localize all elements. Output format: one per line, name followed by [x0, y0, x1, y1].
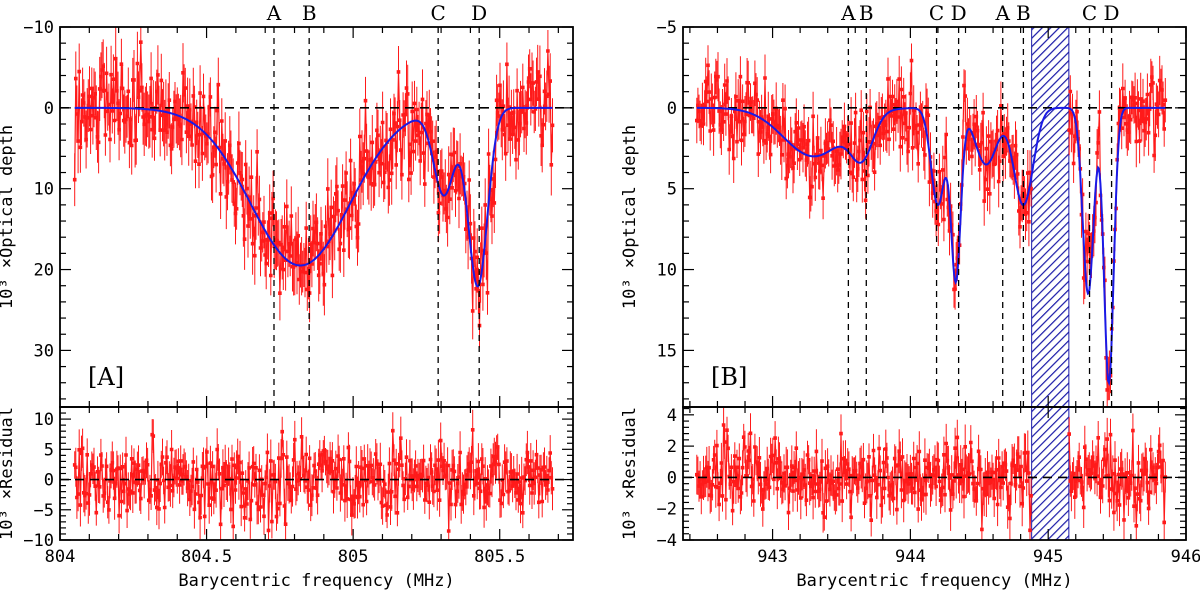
y-tick-label: −5 [657, 18, 677, 38]
y-axis-label-residual: 10³ ×Residual [0, 407, 17, 540]
y-tick-label: −10 [23, 18, 54, 38]
component-label-d: D [951, 1, 967, 25]
masked-region-residual [1031, 406, 1070, 541]
x-tick-label: 944 [895, 547, 926, 567]
component-label-c: C [1082, 1, 1097, 25]
x-axis-label: Barycentric frequency (MHz) [178, 571, 454, 591]
y-tick-label: 30 [34, 341, 54, 361]
masked-region-main [1031, 26, 1070, 408]
component-label-a: A [994, 1, 1010, 25]
residual-points [72, 428, 555, 533]
spectrum-errorbars [74, 27, 553, 348]
component-label-a: A [266, 1, 282, 25]
panel-tag: [B] [711, 363, 747, 391]
spectrum-data [695, 43, 1168, 407]
component-label-c: C [929, 1, 944, 25]
residual-data [72, 409, 555, 540]
y-tick-label: 20 [34, 261, 54, 281]
component-label-c: C [430, 1, 445, 25]
residual-plot-frame [682, 406, 1187, 541]
panel-tag: [A] [88, 363, 124, 391]
model-fit-curve [74, 106, 553, 288]
x-tick-label: 946 [1171, 547, 1200, 567]
y-axis-label-residual: 10³ ×Residual [620, 407, 640, 540]
x-tick-label: 805 [338, 547, 369, 567]
y-tick-label: 0 [667, 468, 677, 488]
y-tick-label: 4 [667, 406, 677, 426]
component-label-b: B [1016, 1, 1031, 25]
spectrum-data [72, 27, 555, 348]
y-tick-label: −5 [34, 501, 54, 521]
x-axis-label: Barycentric frequency (MHz) [796, 571, 1072, 591]
spectrum-errorbars [696, 43, 1166, 407]
x-tick-label: 804.5 [181, 547, 232, 567]
y-axis-label-main: 10³ ×Optical depth [0, 125, 17, 309]
y-tick-label: 10 [34, 410, 54, 430]
model-fit-curve [696, 106, 1166, 387]
x-tick-label: 805.5 [474, 547, 525, 567]
component-label-b: B [302, 1, 317, 25]
y-tick-label: 0 [667, 99, 677, 119]
x-tick-label: 945 [1033, 547, 1064, 567]
panel-a: A B C D 804 804.5 805 805.5 Barycentric frequenc… [0, 1, 574, 591]
component-label-b: B [859, 1, 874, 25]
y-tick-label: −10 [23, 531, 54, 551]
component-label-d: D [1104, 1, 1120, 25]
y-tick-label: 15 [657, 341, 677, 361]
y-tick-label: −4 [657, 531, 677, 551]
y-tick-label: 5 [667, 180, 677, 200]
residual-line [74, 429, 554, 532]
y-tick-label: −2 [657, 500, 677, 520]
spectrum-line [74, 42, 554, 326]
component-label-a: A [840, 1, 856, 25]
y-tick-label: 0 [44, 99, 54, 119]
x-tick-label: 804 [45, 547, 76, 567]
spectrum-points [72, 40, 555, 328]
x-tick-label: 943 [757, 547, 788, 567]
component-label-d: D [471, 1, 487, 25]
y-tick-label: 0 [44, 471, 54, 491]
y-axis-label-main: 10³ ×Optical depth [620, 125, 640, 309]
y-tick-label: 10 [34, 180, 54, 200]
y-tick-label: 5 [44, 440, 54, 460]
y-tick-label: 10 [657, 261, 677, 281]
y-tick-label: 2 [667, 437, 677, 457]
